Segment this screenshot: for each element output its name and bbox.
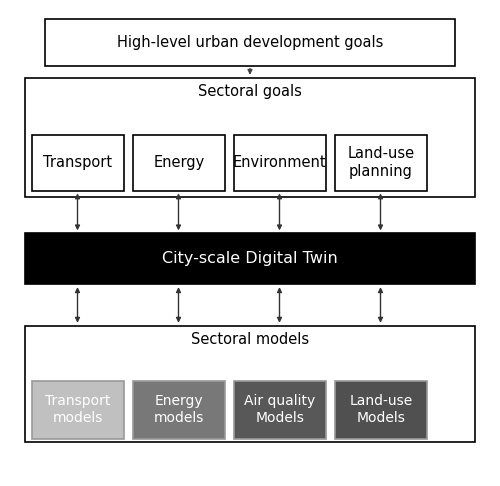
- Text: Environment: Environment: [233, 155, 326, 170]
- Text: City-scale Digital Twin: City-scale Digital Twin: [162, 251, 338, 266]
- Bar: [25, 78, 475, 197]
- Bar: [132, 135, 225, 191]
- Bar: [25, 233, 475, 284]
- Text: Sectoral models: Sectoral models: [191, 332, 309, 347]
- Bar: [132, 381, 225, 439]
- Text: High-level urban development goals: High-level urban development goals: [117, 35, 383, 50]
- Bar: [32, 135, 124, 191]
- Bar: [334, 135, 427, 191]
- Text: Transport
models: Transport models: [45, 394, 110, 425]
- Bar: [25, 326, 475, 442]
- Text: Energy: Energy: [153, 155, 204, 170]
- Bar: [32, 381, 124, 439]
- Text: Land-use
planning: Land-use planning: [347, 146, 414, 179]
- Bar: [334, 381, 427, 439]
- Text: Energy
models: Energy models: [154, 394, 204, 425]
- Text: Sectoral goals: Sectoral goals: [198, 84, 302, 99]
- Text: Transport: Transport: [43, 155, 112, 170]
- Text: Land-use
Models: Land-use Models: [349, 394, 412, 425]
- Bar: [45, 19, 455, 66]
- Text: Air quality
Models: Air quality Models: [244, 394, 316, 425]
- Bar: [234, 381, 326, 439]
- Bar: [234, 135, 326, 191]
